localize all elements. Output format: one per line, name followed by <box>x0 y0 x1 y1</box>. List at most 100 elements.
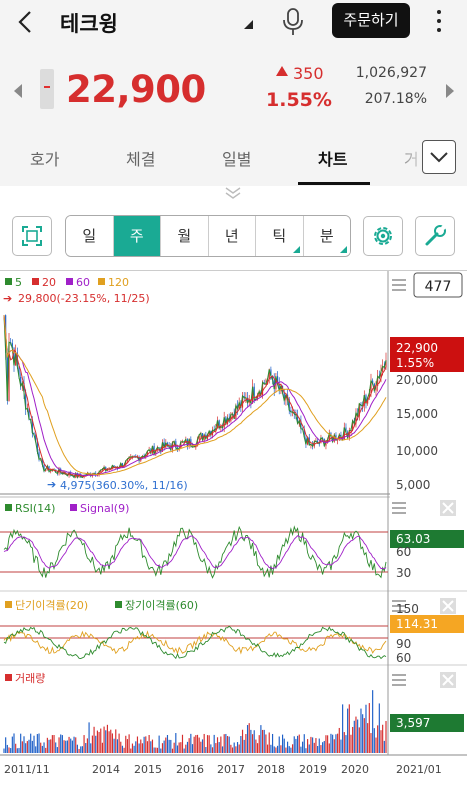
volume-bar <box>362 714 364 753</box>
volume-bar <box>113 738 115 753</box>
tab-orderbook[interactable]: 호가 <box>30 150 60 169</box>
tab-menu-button[interactable] <box>422 140 456 174</box>
volume-bar <box>70 738 72 753</box>
next-stock-icon[interactable] <box>446 84 454 98</box>
candle-body <box>35 434 37 443</box>
volume-bar <box>158 735 160 753</box>
period-month[interactable]: 월 <box>161 216 209 256</box>
candle-body <box>355 412 357 424</box>
volume-bar <box>215 743 217 753</box>
volume-bar <box>116 739 119 753</box>
tab-chart[interactable]: 차트 <box>318 150 348 169</box>
candle-body <box>263 382 265 385</box>
back-arrow-icon <box>18 11 31 33</box>
volume-bar <box>175 733 177 753</box>
volume-bar <box>268 732 270 753</box>
volume-bar <box>83 735 85 753</box>
volume-bar <box>20 733 22 753</box>
volume-bar <box>378 703 380 753</box>
microphone-icon[interactable] <box>282 8 304 36</box>
candle-body <box>297 415 299 424</box>
stock-chart[interactable]: 477 <box>0 270 467 785</box>
volume-bar <box>176 745 179 753</box>
candle-body <box>163 442 165 448</box>
volume-bar <box>18 747 20 753</box>
volume-bar <box>73 736 75 753</box>
settings-button[interactable] <box>363 216 403 256</box>
volume-bar <box>195 735 197 753</box>
candle-body <box>165 442 167 448</box>
volume-bar <box>307 739 309 753</box>
volume-bar <box>98 731 100 753</box>
volume-bar <box>223 734 225 753</box>
candle-body <box>375 386 377 391</box>
back-button[interactable] <box>14 6 38 38</box>
close-icon[interactable] <box>440 598 456 614</box>
tab-daily[interactable]: 일별 <box>222 150 252 169</box>
volume-bar <box>120 741 122 753</box>
previous-stock-icon[interactable] <box>14 84 22 98</box>
panel-menu-icon[interactable] <box>392 600 406 612</box>
close-icon[interactable] <box>440 672 456 688</box>
candle-body <box>63 472 65 475</box>
volume-bar <box>256 743 259 753</box>
candle-body <box>358 403 360 417</box>
period-year[interactable]: 년 <box>208 216 256 256</box>
order-button[interactable]: 주문하기 <box>332 3 410 38</box>
close-icon[interactable] <box>440 500 456 516</box>
expand-button[interactable] <box>12 216 52 256</box>
candle-body <box>273 379 275 390</box>
candle-body <box>303 429 305 438</box>
candle-body <box>347 432 349 438</box>
period-tick[interactable]: 틱 <box>256 216 304 256</box>
tools-button[interactable] <box>415 216 455 256</box>
volume-bar <box>290 747 292 753</box>
volume-bar <box>171 748 174 753</box>
period-day[interactable]: 일 <box>66 216 114 256</box>
stock-title[interactable]: 테크윙 <box>60 12 118 36</box>
volume-bar <box>358 727 360 753</box>
candle-body <box>348 430 350 438</box>
volume-bar <box>333 739 335 753</box>
period-minute[interactable]: 분 <box>303 216 350 256</box>
low-arrow-icon: ➔ <box>47 478 56 491</box>
candle-count-box[interactable]: 477 <box>425 279 452 295</box>
volume-bar <box>45 747 47 753</box>
volume-bar <box>150 741 152 753</box>
period-week[interactable]: 주 <box>113 216 161 256</box>
volume-bar <box>255 739 257 753</box>
volume-bar <box>106 724 109 753</box>
title-dropdown-icon[interactable] <box>244 20 253 29</box>
mini-candle-icon <box>40 69 54 109</box>
candle-body <box>31 419 33 434</box>
volume-bar <box>348 704 350 753</box>
collapse-handle-icon[interactable] <box>220 186 246 200</box>
tab-trades[interactable]: 체결 <box>126 150 156 169</box>
volume-bar <box>53 735 55 753</box>
volume-bar <box>50 739 52 753</box>
panel-menu-icon[interactable] <box>392 674 406 686</box>
candle-body <box>271 375 274 380</box>
candle-body <box>33 433 35 435</box>
volume-bar <box>81 746 83 753</box>
panel-menu-icon[interactable] <box>392 502 406 514</box>
volume-bar <box>233 742 235 753</box>
volume-bar <box>55 742 57 753</box>
volume-bar <box>250 729 252 753</box>
volume-bar <box>315 738 317 753</box>
price-tick: 10,000 <box>396 444 438 458</box>
current-price-tag: 22,900 <box>396 341 438 355</box>
long-disparity-line <box>3 625 387 660</box>
period-label: 분 <box>319 227 334 245</box>
panel-menu-icon[interactable] <box>392 279 406 291</box>
candle-body <box>372 380 374 384</box>
more-options-icon[interactable] <box>434 8 444 36</box>
volume-bar <box>3 748 5 753</box>
volume-bar <box>100 728 102 753</box>
ma120-line <box>3 315 387 476</box>
volume-bar <box>125 735 127 753</box>
volume-bar <box>218 742 220 753</box>
volume-bar <box>258 735 260 753</box>
app-header: 테크윙 주문하기 <box>0 0 467 44</box>
volume-bar <box>340 739 342 753</box>
